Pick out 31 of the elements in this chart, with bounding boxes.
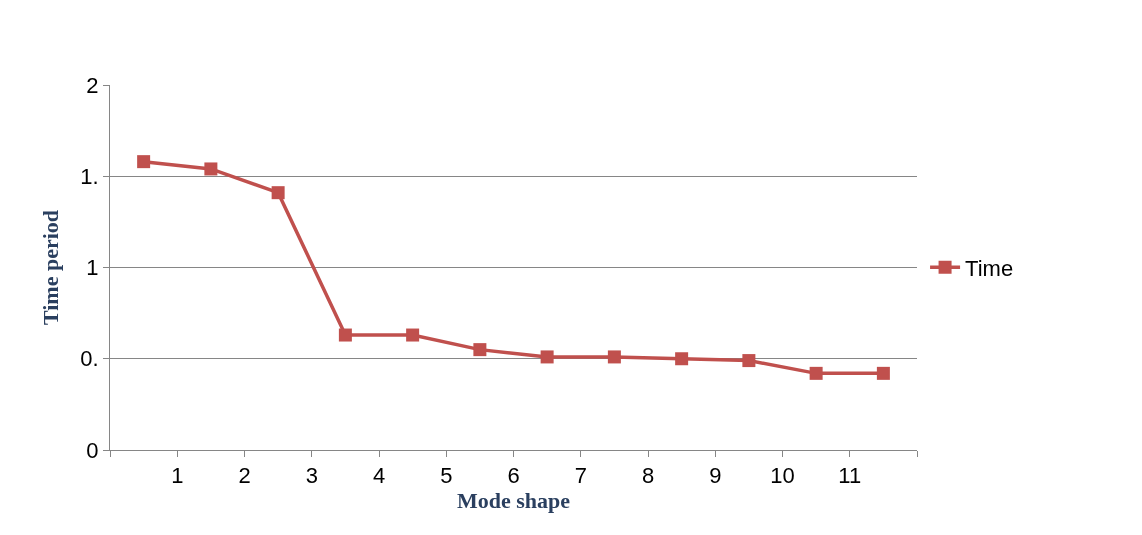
x-tick-label: 10 [770,463,795,489]
x-tick-label: 9 [709,463,722,489]
point [809,366,823,380]
point [137,155,151,169]
point [540,350,554,364]
point [338,328,352,342]
x-axis-title: Mode shape [456,488,571,514]
y-tick-label: 1. [80,163,99,189]
point [271,186,285,200]
point [607,350,621,364]
x-tick-label: 6 [507,463,520,489]
point [876,366,890,380]
legend-label: Time [965,255,1014,281]
point [204,162,218,176]
x-tick-label: 3 [305,463,318,489]
y-tick-label: 1 [86,255,99,281]
x-tick-label: 8 [641,463,655,489]
x-tick-label: 5 [440,463,453,489]
x-tick-label: 2 [238,463,251,489]
y-axis-title: Time period [38,209,64,326]
point [742,354,756,368]
x-tick-label: 11 [838,463,862,489]
x-tick-label: 4 [372,463,386,489]
y-tick-label: 0. [80,346,99,372]
y-tick-label: 2 [86,72,99,98]
point [675,352,689,366]
point [406,328,420,342]
y-tick-label: 0 [86,437,99,463]
x-tick-label: 7 [574,463,587,489]
point [473,343,487,357]
x-tick-label: 1 [171,463,184,489]
